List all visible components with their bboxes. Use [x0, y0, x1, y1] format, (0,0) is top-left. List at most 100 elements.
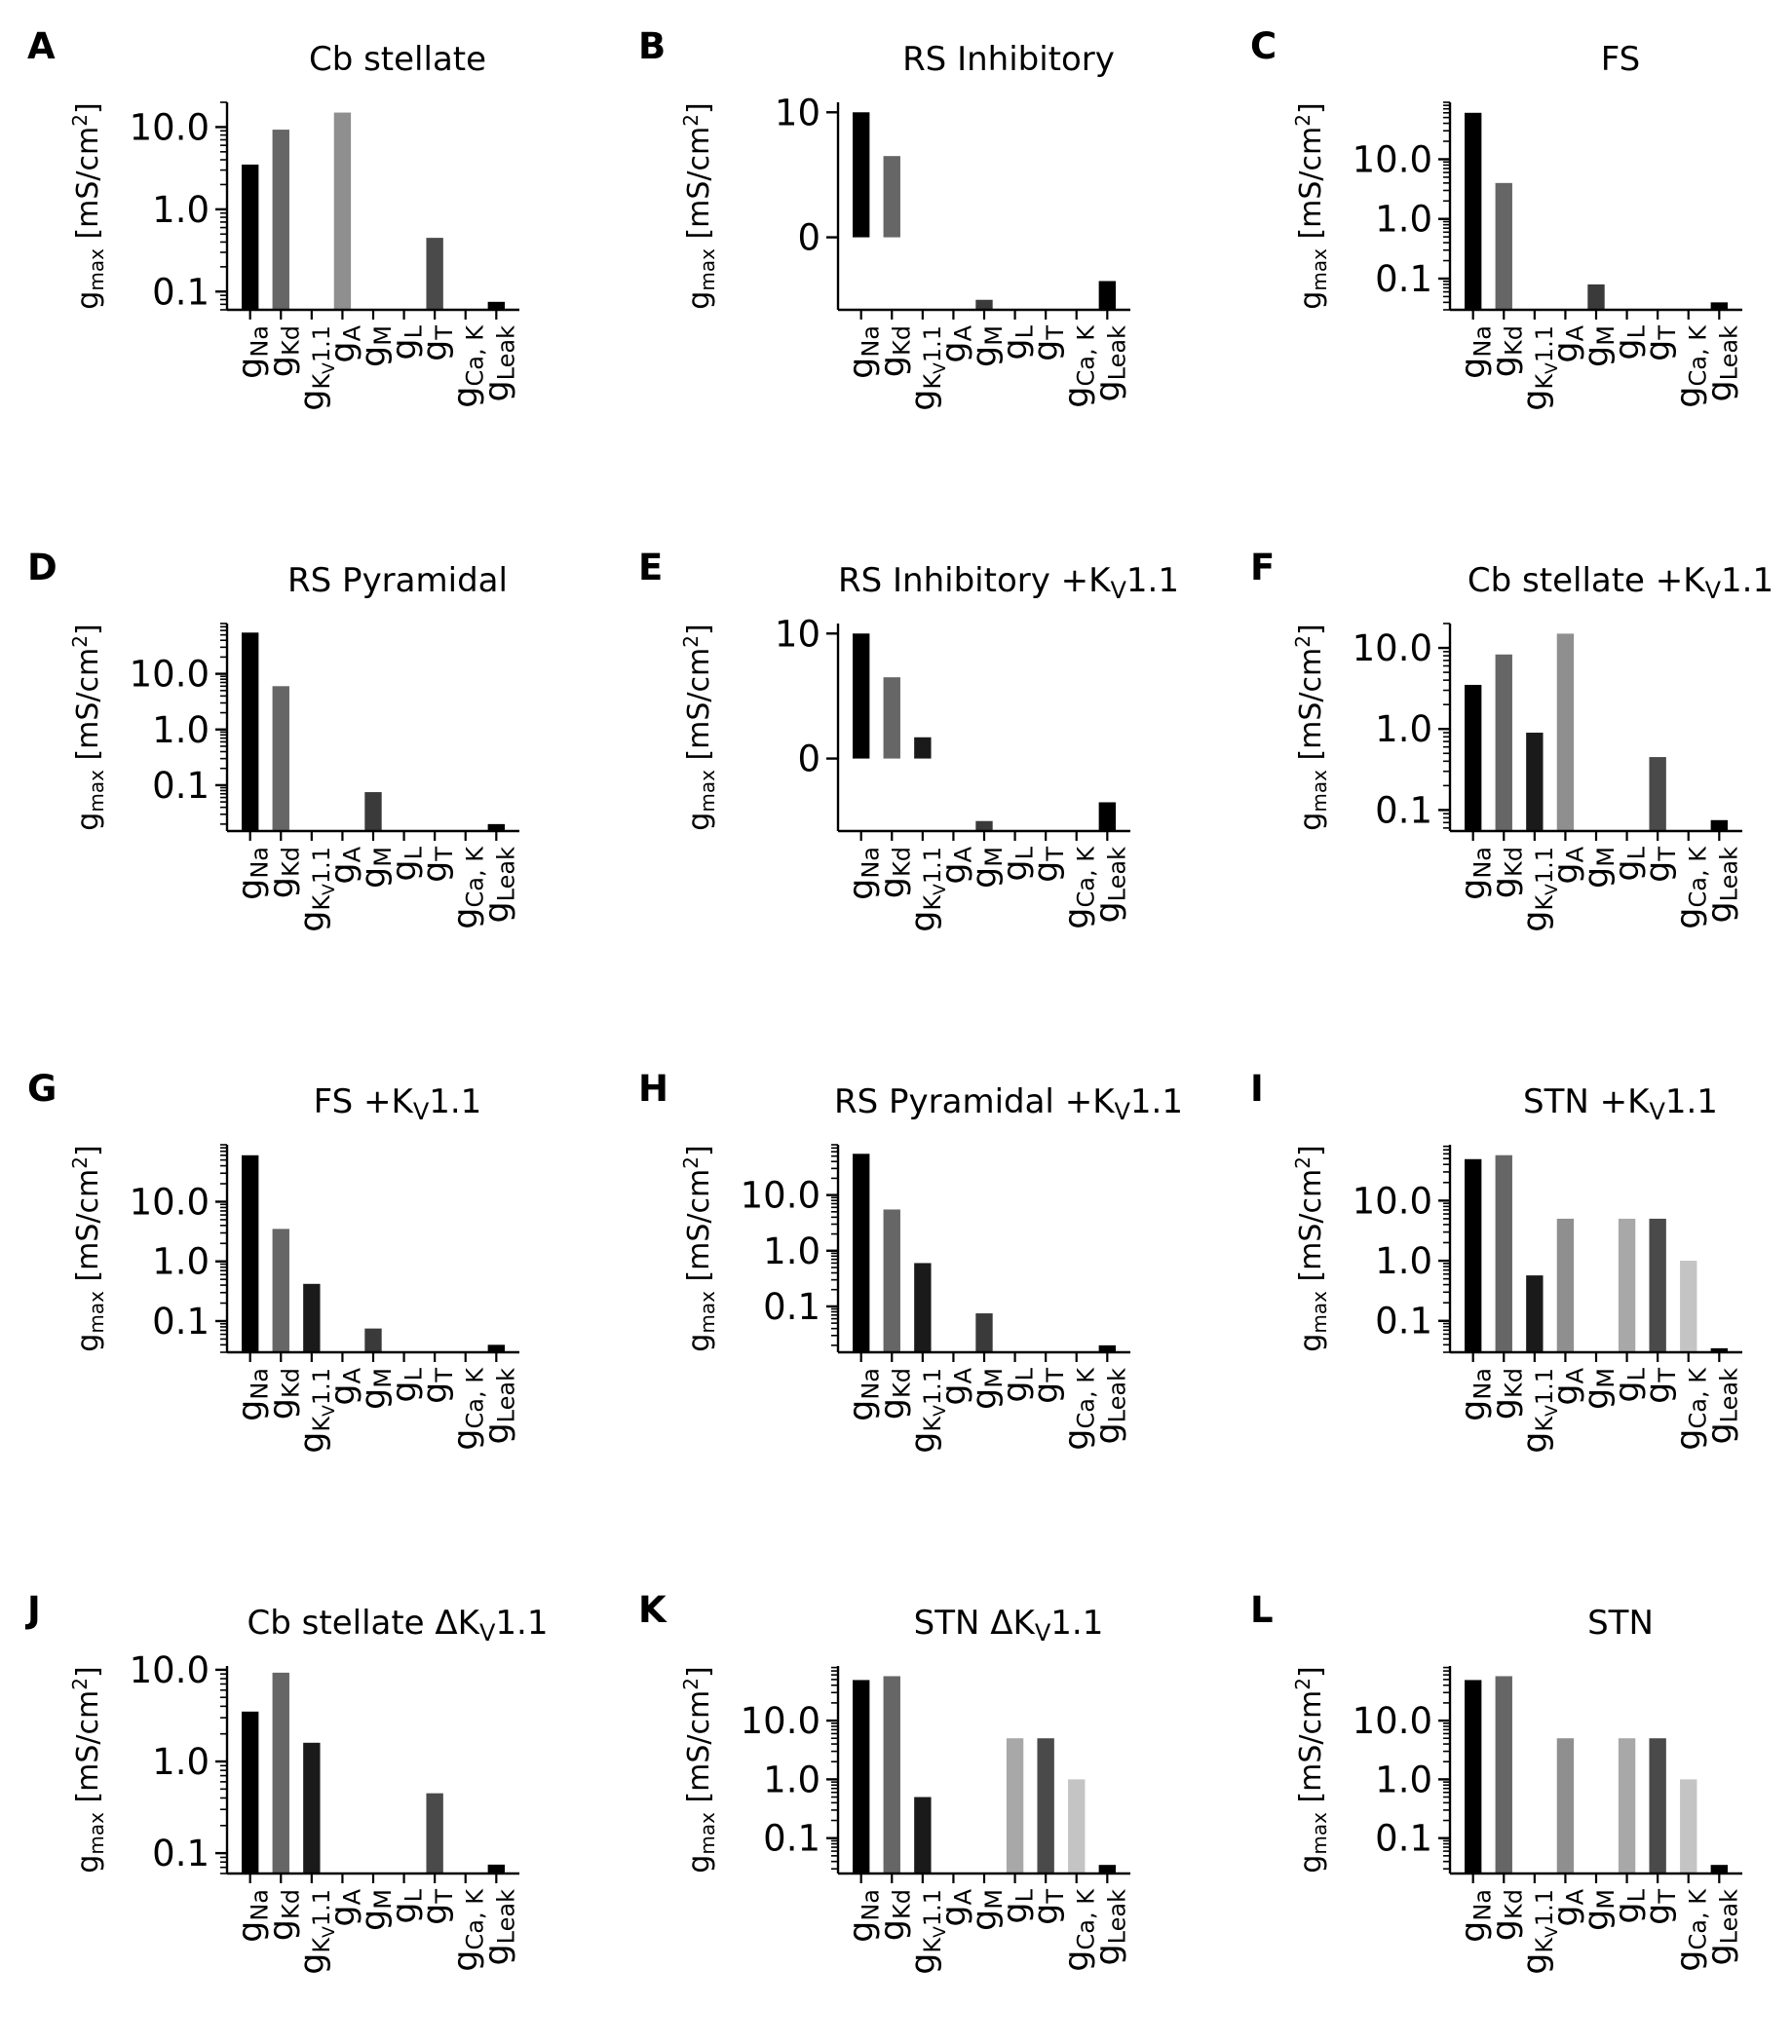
bar-leak [1710, 1347, 1728, 1352]
panel-letter: H [638, 1068, 668, 1110]
x-tick-label-t: gT [416, 325, 458, 361]
y-axis-label: gmax [mS/cm2] [1291, 1666, 1331, 1873]
x-tick-label-kd: gKd [1485, 847, 1527, 898]
x-tick-label-ca-k: gCa, K [1670, 1367, 1712, 1451]
bar-leak [1710, 1865, 1728, 1874]
panel-title: Cb stellate ΔKV1.1 [248, 1604, 549, 1647]
y-tick-label: 10.0 [1353, 1700, 1432, 1742]
x-tick-label-a: gA [934, 324, 976, 362]
panel-j: J Cb stellate ΔKV1.1 0.1 1.0 10.0 gNagKdgKV1.… [24, 1589, 548, 1975]
x-tick-label-m: gM [355, 325, 397, 367]
y-axis-label: gmax [mS/cm2] [68, 1666, 108, 1873]
bar-leak [487, 301, 505, 310]
y-axis-label: gmax [mS/cm2] [68, 624, 108, 830]
x-tick-label-na: gNa [1455, 325, 1497, 379]
x-tick-label-kv1-1: gKV1.1 [904, 325, 950, 411]
bar-kv1-1 [303, 1742, 321, 1874]
bar-m [975, 1313, 993, 1352]
bar-kd [1495, 1676, 1512, 1874]
bar-kd [1495, 654, 1512, 831]
x-tick-label-kd: gKd [873, 325, 915, 377]
y-tick-label: 0.1 [1375, 1818, 1432, 1860]
bar-t [1649, 1218, 1666, 1352]
bar-l [1618, 1218, 1636, 1352]
bar-leak [1098, 1344, 1116, 1352]
y-tick-label: 1.0 [1375, 708, 1432, 750]
x-tick-label-kd: gKd [262, 1368, 304, 1419]
x-tick-label-leak: gLeak [1088, 325, 1130, 402]
y-axis-label: gmax [mS/cm2] [1291, 1145, 1331, 1351]
bar-na [242, 1711, 259, 1874]
x-tick-label-l: gL [386, 1888, 428, 1923]
bar-na [1465, 112, 1482, 310]
x-tick-label-ca-k: gCa, K [447, 324, 489, 408]
bar-leak [1098, 281, 1116, 310]
x-tick-label-na: gNa [843, 847, 885, 900]
x-tick-label-kd: gKd [1485, 1889, 1527, 1941]
bar-na [242, 1154, 259, 1352]
x-tick-label-a: gA [1546, 1367, 1588, 1405]
bar-na [853, 633, 870, 759]
y-axis-label: gmax [mS/cm2] [679, 624, 719, 830]
x-tick-label-kv1-1: gKV1.1 [904, 847, 950, 932]
bar-ca-k [1680, 1261, 1697, 1352]
panel-title: RS Inhibitory [902, 40, 1115, 79]
x-tick-label-t: gT [1027, 325, 1069, 361]
y-tick-label: 1.0 [763, 1230, 820, 1272]
x-tick-label-t: gT [1639, 325, 1681, 361]
x-tick-label-na: gNa [1455, 1368, 1497, 1421]
y-tick-label: 0.1 [152, 765, 210, 807]
x-tick-label-na: gNa [1455, 847, 1497, 900]
y-tick-label: 10.0 [741, 1175, 820, 1217]
bar-na [242, 632, 259, 831]
y-tick-label: 1.0 [1375, 1240, 1432, 1282]
x-tick-label-na: gNa [843, 1889, 885, 1943]
x-tick-label-kd: gKd [873, 1889, 915, 1941]
bar-a [1556, 1738, 1575, 1874]
x-tick-label-ca-k: gCa, K [1058, 1367, 1100, 1451]
x-tick-label-ca-k: gCa, K [1670, 1888, 1712, 1972]
x-tick-label-t: gT [416, 1368, 458, 1404]
x-tick-label-kv1-1: gKV1.1 [293, 847, 339, 932]
bar-t [426, 238, 443, 310]
y-axis-label: gmax [mS/cm2] [1291, 624, 1331, 830]
x-tick-label-m: gM [966, 847, 1008, 889]
bar-kv1-1 [914, 1263, 932, 1352]
panel-title: FS +KV1.1 [314, 1082, 482, 1125]
y-tick-label: 10.0 [130, 106, 210, 148]
x-tick-label-ca-k: gCa, K [1058, 1888, 1100, 1972]
panel-e: E RS Inhibitory +KV1.1 0 10 gNagKdgKV1.1gAgM… [638, 547, 1179, 932]
bar-kd [272, 1229, 289, 1352]
x-tick-label-m: gM [1578, 1368, 1620, 1410]
y-tick-label: 1.0 [763, 1759, 820, 1800]
x-tick-label-l: gL [386, 324, 428, 360]
panel-letter: I [1250, 1068, 1264, 1110]
bar-na [1465, 1680, 1482, 1874]
y-tick-label: 1.0 [1375, 1759, 1432, 1800]
bar-l [1006, 1738, 1024, 1874]
x-tick-label-leak: gLeak [1088, 1368, 1130, 1445]
x-tick-label-leak: gLeak [1700, 847, 1742, 924]
x-tick-label-a: gA [934, 1888, 976, 1926]
x-tick-label-leak: gLeak [477, 1889, 519, 1966]
bar-l [1618, 1738, 1636, 1874]
x-tick-label-kd: gKd [262, 1889, 304, 1941]
x-tick-label-a: gA [324, 1888, 365, 1926]
y-tick-label: 0.1 [763, 1818, 820, 1860]
y-tick-label: 0.1 [152, 1833, 210, 1874]
bar-na [853, 1154, 870, 1352]
x-tick-label-ca-k: gCa, K [1058, 324, 1100, 408]
y-axis-label: gmax [mS/cm2] [68, 1145, 108, 1351]
x-tick-label-kv1-1: gKV1.1 [293, 325, 339, 411]
y-tick-label: 10 [775, 613, 820, 655]
x-tick-label-leak: gLeak [477, 325, 519, 402]
panel-letter: L [1250, 1589, 1274, 1631]
bar-kv1-1 [1526, 1275, 1544, 1352]
x-tick-label-t: gT [1639, 847, 1681, 883]
x-tick-label-leak: gLeak [1088, 1889, 1130, 1966]
x-tick-label-ca-k: gCa, K [447, 1367, 489, 1451]
x-tick-label-l: gL [386, 846, 428, 881]
y-tick-label: 10.0 [130, 654, 210, 696]
x-tick-label-leak: gLeak [1700, 1368, 1742, 1445]
